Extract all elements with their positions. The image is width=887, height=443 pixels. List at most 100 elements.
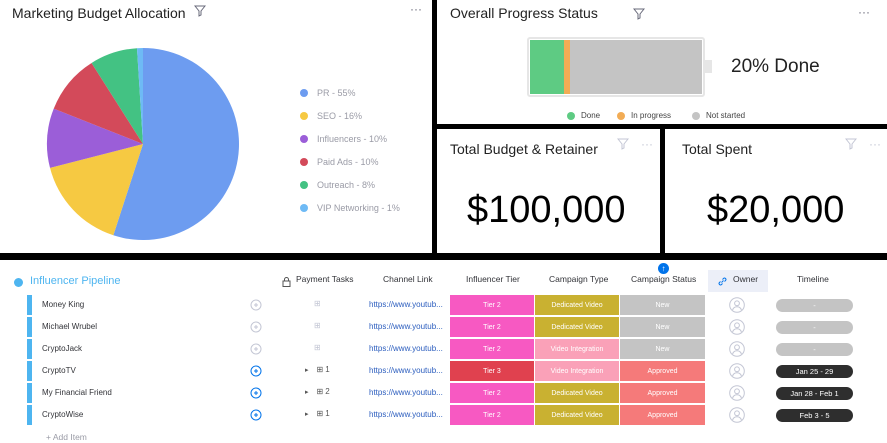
more-options-icon[interactable]: ··· [641, 137, 653, 151]
updates-icon[interactable] [250, 321, 262, 333]
owner-avatar-icon[interactable] [729, 297, 745, 313]
item-name[interactable]: Michael Wrubel [42, 322, 97, 331]
expand-arrow-icon[interactable]: ▸ [305, 366, 309, 374]
item-name[interactable]: Money King [42, 300, 85, 309]
table-row[interactable]: Michael Wrubel ⊞ https://www.youtub... Tier… [27, 317, 859, 337]
channel-link[interactable]: https://www.youtub... [369, 410, 443, 419]
legend-swatch [300, 112, 308, 120]
progress-panel: Overall Progress Status ··· 20% Done Don… [437, 0, 887, 124]
item-name[interactable]: CryptoWise [42, 410, 84, 419]
more-options-icon[interactable]: ··· [410, 2, 422, 16]
col-channel-link[interactable]: Channel Link [383, 274, 433, 284]
group-title[interactable]: Influencer Pipeline [30, 275, 121, 287]
table-row[interactable]: CryptoJack ⊞ https://www.youtub... Tier 2 Vi… [27, 339, 859, 359]
col-campaign-status[interactable]: Campaign Status [631, 274, 697, 284]
item-name[interactable]: CryptoTV [42, 366, 76, 375]
col-timeline[interactable]: Timeline [797, 274, 829, 284]
owner-avatar-icon[interactable] [729, 407, 745, 423]
tier-cell[interactable]: Tier 2 [450, 295, 535, 315]
channel-link[interactable]: https://www.youtub... [369, 366, 443, 375]
group-collapse-icon[interactable] [14, 278, 23, 287]
campaign-type-cell[interactable]: Dedicated Video [535, 317, 620, 337]
campaign-status-cell[interactable]: New [620, 295, 706, 315]
subitems-counter[interactable]: ⊞ [314, 343, 321, 352]
pie-slice[interactable] [50, 144, 143, 236]
pie-slice[interactable] [91, 48, 143, 144]
legend-label: SEO - 16% [317, 111, 363, 121]
campaign-status-cell[interactable]: New [620, 339, 706, 359]
subitems-counter[interactable]: ▸ ⊞ 2 [305, 387, 330, 396]
legend-item[interactable]: Influencers - 10% [300, 134, 387, 144]
more-options-icon[interactable]: ··· [858, 5, 870, 19]
timeline-pill[interactable]: - [776, 321, 853, 334]
subitems-counter[interactable]: ⊞ [314, 299, 321, 308]
tier-cell[interactable]: Tier 2 [450, 317, 535, 337]
channel-link[interactable]: https://www.youtub... [369, 322, 443, 331]
col-owner[interactable]: Owner [733, 274, 759, 284]
item-name[interactable]: My Financial Friend [42, 388, 112, 397]
tier-cell[interactable]: Tier 2 [450, 339, 535, 359]
column-sort-icon[interactable]: ↑ [658, 263, 669, 274]
battery-bar [527, 37, 705, 97]
owner-avatar-icon[interactable] [729, 341, 745, 357]
campaign-status-cell[interactable]: Approved [620, 361, 706, 381]
timeline-pill[interactable]: - [776, 299, 853, 312]
add-item-button[interactable]: + Add Item [46, 432, 87, 442]
campaign-status-cell[interactable]: Approved [620, 405, 706, 425]
pie-slice[interactable] [53, 62, 143, 144]
updates-icon[interactable] [250, 365, 262, 377]
group-color-bar [27, 317, 32, 337]
legend-item[interactable]: VIP Networking - 1% [300, 203, 400, 213]
timeline-pill[interactable]: - [776, 343, 853, 356]
more-options-icon[interactable]: ··· [869, 137, 881, 151]
timeline-pill[interactable]: Feb 3 - 5 [776, 409, 853, 422]
owner-avatar-icon[interactable] [729, 363, 745, 379]
campaign-type-cell[interactable]: Video Integration [535, 361, 620, 381]
campaign-type-cell[interactable]: Dedicated Video [535, 295, 620, 315]
item-name[interactable]: CryptoJack [42, 344, 83, 353]
updates-icon[interactable] [250, 409, 262, 421]
pie-slice[interactable] [47, 108, 143, 168]
pie-slice[interactable] [113, 48, 239, 240]
col-payment-tasks[interactable]: Payment Tasks [296, 274, 354, 284]
updates-icon[interactable] [250, 387, 262, 399]
updates-icon[interactable] [250, 343, 262, 355]
col-influencer-tier[interactable]: Influencer Tier [466, 274, 520, 284]
col-campaign-type[interactable]: Campaign Type [549, 274, 609, 284]
channel-link[interactable]: https://www.youtub... [369, 388, 443, 397]
table-row[interactable]: CryptoTV ▸ ⊞ 1 https://www.youtub... Tier 3 Vi… [27, 361, 859, 381]
owner-avatar-icon[interactable] [729, 385, 745, 401]
table-row[interactable]: CryptoWise ▸ ⊞ 1 https://www.youtub... Tier 2… [27, 405, 859, 425]
progress-legend-item: In progress [617, 111, 671, 120]
expand-arrow-icon[interactable]: ▸ [305, 388, 309, 396]
filter-icon[interactable] [194, 5, 206, 17]
channel-link[interactable]: https://www.youtub... [369, 344, 443, 353]
campaign-type-cell[interactable]: Dedicated Video [535, 383, 620, 403]
timeline-pill[interactable]: Jan 28 - Feb 1 [776, 387, 853, 400]
table-row[interactable]: Money King ⊞ https://www.youtub... Tier 2 De… [27, 295, 859, 315]
tier-cell[interactable]: Tier 2 [450, 405, 535, 425]
timeline-pill[interactable]: Jan 25 - 29 [776, 365, 853, 378]
campaign-type-cell[interactable]: Video Integration [535, 339, 620, 359]
filter-icon[interactable] [845, 138, 857, 150]
campaign-type-cell[interactable]: Dedicated Video [535, 405, 620, 425]
legend-item[interactable]: Paid Ads - 10% [300, 157, 379, 167]
campaign-status-cell[interactable]: Approved [620, 383, 706, 403]
table-row[interactable]: My Financial Friend ▸ ⊞ 2 https://www.youtub… [27, 383, 859, 403]
campaign-status-cell[interactable]: New [620, 317, 706, 337]
filter-icon[interactable] [633, 8, 645, 20]
pie-slice[interactable] [136, 48, 143, 144]
expand-arrow-icon[interactable]: ▸ [305, 410, 309, 418]
filter-icon[interactable] [617, 138, 629, 150]
tier-cell[interactable]: Tier 2 [450, 383, 535, 403]
owner-avatar-icon[interactable] [729, 319, 745, 335]
channel-link[interactable]: https://www.youtub... [369, 300, 443, 309]
subitems-counter[interactable]: ▸ ⊞ 1 [305, 365, 330, 374]
updates-icon[interactable] [250, 299, 262, 311]
legend-item[interactable]: SEO - 16% [300, 111, 362, 121]
legend-item[interactable]: PR - 55% [300, 88, 356, 98]
legend-item[interactable]: Outreach - 8% [300, 180, 375, 190]
tier-cell[interactable]: Tier 3 [450, 361, 535, 381]
subitems-counter[interactable]: ⊞ [314, 321, 321, 330]
subitems-counter[interactable]: ▸ ⊞ 1 [305, 409, 330, 418]
